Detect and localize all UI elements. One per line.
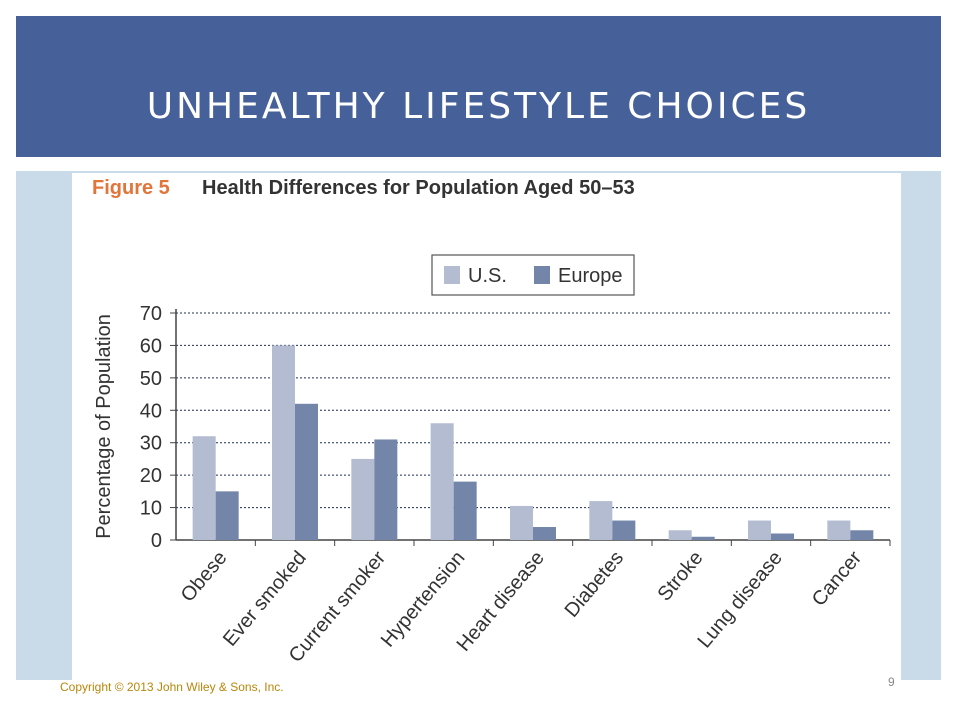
y-tick-label: 0	[151, 530, 162, 552]
legend-swatch	[534, 266, 550, 284]
x-tick-label: Lung disease	[693, 547, 786, 652]
bar-us	[510, 505, 533, 540]
bar-us	[748, 520, 771, 540]
bar-us	[827, 520, 851, 540]
bar-chart: 0 10 20 30 40 50 60 70 Percentage of Population O…	[93, 254, 891, 667]
y-tick-label: 30	[140, 433, 162, 455]
bar-europe	[850, 530, 874, 540]
y-tick-label: 40	[140, 400, 162, 422]
bar-us	[272, 345, 295, 540]
bar-europe	[691, 536, 715, 540]
x-tick-label: Diabetes	[561, 547, 629, 622]
x-tick-label: Stroke	[653, 547, 707, 605]
bar-europe	[374, 439, 398, 540]
bar-us	[430, 423, 454, 540]
y-tick-label: 20	[140, 465, 162, 487]
bar-europe	[295, 403, 318, 540]
bar-europe	[612, 520, 636, 540]
copyright-text: Copyright © 2013 John Wiley & Sons, Inc.	[60, 680, 284, 694]
chart-title: Health Differences for Population Aged 5…	[202, 177, 635, 199]
bar-us	[668, 530, 692, 540]
x-tick-label: Hypertension	[377, 547, 470, 651]
y-tick-label: 10	[140, 498, 162, 520]
bar-europe	[771, 533, 794, 540]
bar-us	[589, 501, 613, 540]
y-tick-label: 60	[140, 335, 162, 357]
bar-us	[351, 458, 375, 540]
bar-europe	[533, 527, 556, 540]
figure: Figure 5 Health Differences for Populati…	[72, 173, 901, 680]
bar-us	[192, 436, 216, 540]
legend-label: Europe	[558, 265, 623, 287]
slide-title: UNHEALTHY LIFESTYLE CHOICES	[146, 86, 811, 127]
bar-europe	[215, 491, 239, 540]
y-tick-label: 70	[140, 303, 162, 325]
y-axis-label: Percentage of Population	[93, 314, 115, 539]
bar-europe	[453, 481, 477, 540]
legend-label: U.S.	[468, 265, 507, 287]
y-tick-label: 50	[140, 368, 162, 390]
page-number: 9	[888, 675, 895, 689]
x-tick-label: Cancer	[808, 547, 867, 611]
legend-box	[431, 254, 635, 296]
x-tick-label: Obese	[177, 547, 232, 606]
x-tick-label: Ever smoked	[219, 547, 311, 651]
legend-swatch	[444, 266, 460, 284]
figure-label: Figure 5	[92, 177, 170, 199]
title-bar: UNHEALTHY LIFESTYLE CHOICES	[16, 16, 941, 157]
